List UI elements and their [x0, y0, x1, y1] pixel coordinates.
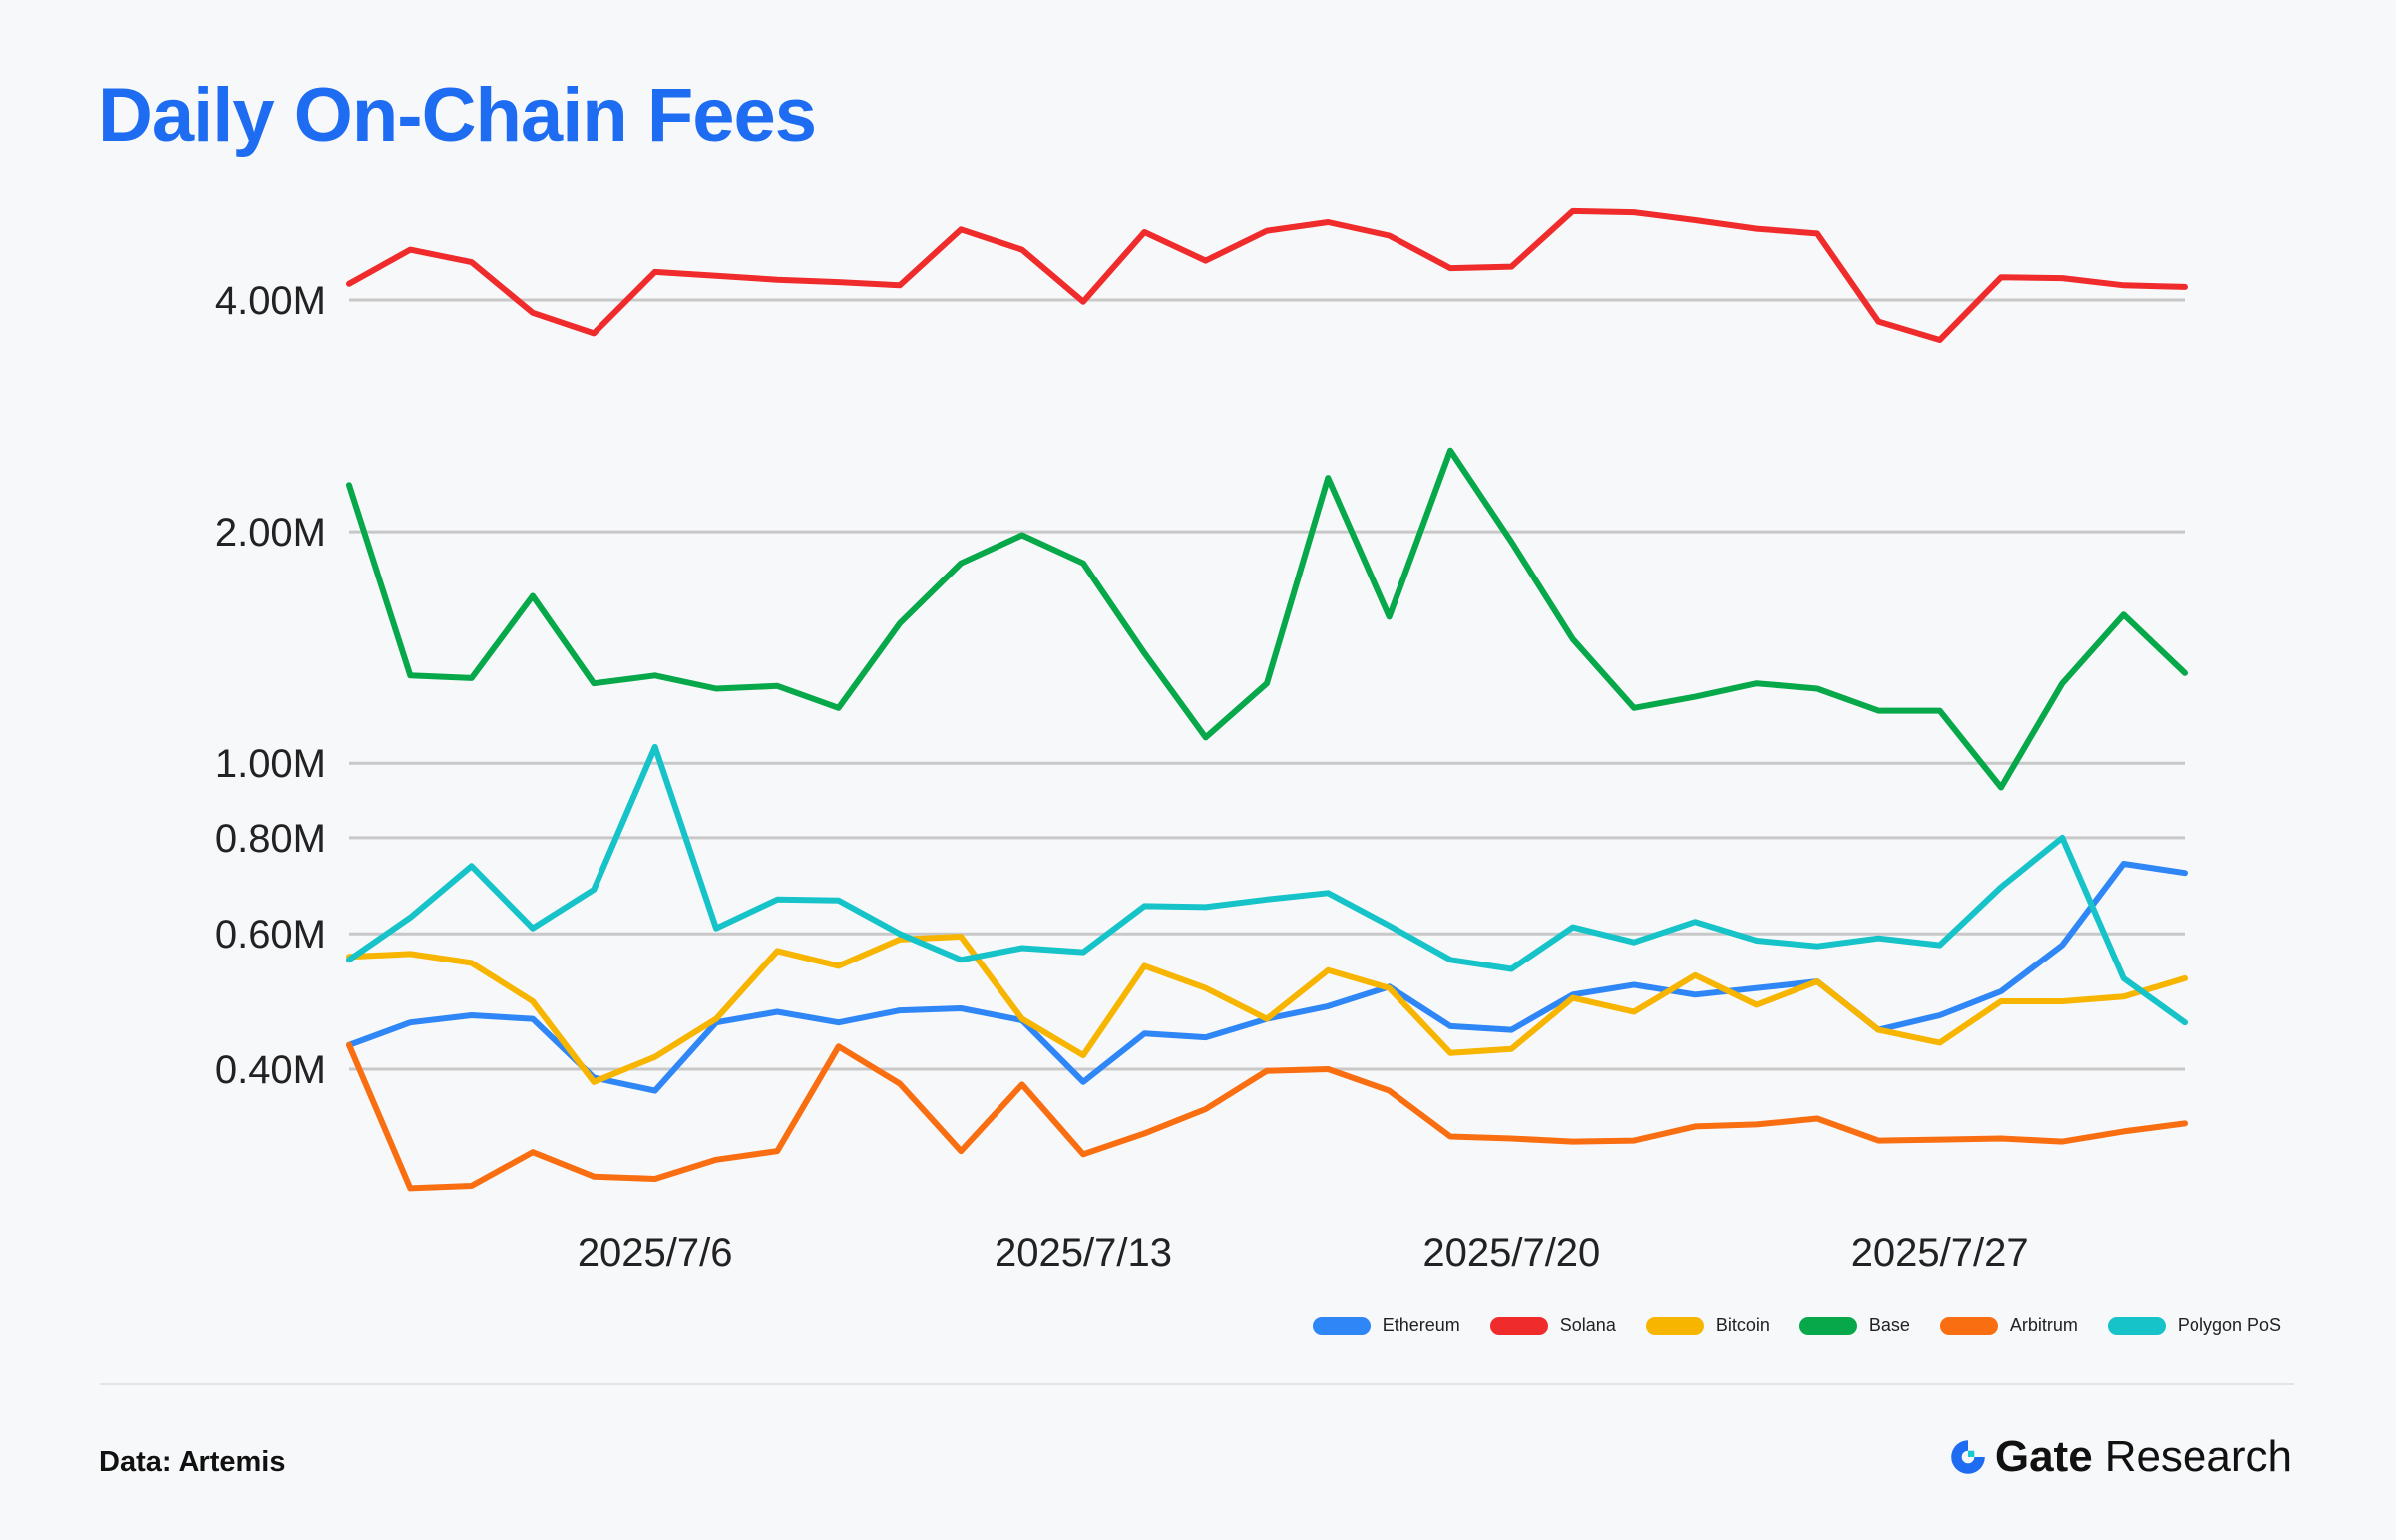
- y-tick-label: 0.60M: [215, 913, 326, 957]
- legend-swatch: [1489, 1316, 1548, 1335]
- y-axis-ticks: 0.40M 0.60M 0.80M 1.00M 2.00M 4.00M: [215, 279, 326, 1092]
- gate-logo-icon: [1951, 1440, 1985, 1474]
- gridlines: [349, 298, 2185, 1071]
- legend-swatch: [1798, 1316, 1857, 1335]
- chart-legend: Ethereum Solana Bitcoin Base Arbitrum Polygon…: [1312, 1315, 2281, 1336]
- brand-logo-group: Gate Research: [1947, 1432, 2292, 1482]
- chart-title: Daily On-Chain Fees: [98, 73, 817, 158]
- legend-label: Polygon PoS: [2177, 1315, 2281, 1335]
- legend-label: Base: [1868, 1315, 1910, 1335]
- legend-item-arbitrum: Arbitrum: [1939, 1315, 2078, 1336]
- y-tick-label: 0.80M: [215, 817, 326, 861]
- series-lines: [346, 207, 2188, 1192]
- legend-swatch: [1312, 1316, 1371, 1335]
- brand-name: Gate: [1994, 1432, 2093, 1481]
- legend-item-bitcoin: Bitcoin: [1645, 1315, 1770, 1336]
- footer-divider: [100, 1383, 2294, 1385]
- legend-label: Solana: [1559, 1315, 1616, 1335]
- legend-swatch: [2107, 1316, 2166, 1335]
- x-tick-label: 2025/7/6: [578, 1231, 733, 1275]
- legend-label: Arbitrum: [2009, 1315, 2078, 1335]
- x-tick-label: 2025/7/20: [1422, 1231, 1600, 1275]
- y-tick-label: 1.00M: [215, 742, 326, 786]
- y-tick-label: 4.00M: [215, 279, 326, 323]
- x-tick-label: 2025/7/13: [995, 1231, 1172, 1275]
- series-line-arbitrum: [346, 1041, 2188, 1192]
- series-line-solana: [346, 207, 2188, 343]
- brand-subtitle: Research: [2104, 1432, 2292, 1481]
- series-line-polygon-pos: [346, 743, 2188, 1026]
- legend-item-solana: Solana: [1489, 1315, 1616, 1336]
- legend-swatch: [1939, 1316, 1998, 1335]
- series-line-bitcoin: [346, 934, 2188, 1085]
- x-axis-ticks: 2025/7/6 2025/7/13 2025/7/20 2025/7/27: [578, 1231, 2029, 1275]
- x-tick-label: 2025/7/27: [1851, 1231, 2029, 1275]
- legend-label: Bitcoin: [1715, 1315, 1770, 1335]
- legend-swatch: [1645, 1316, 1704, 1335]
- legend-item-ethereum: Ethereum: [1312, 1315, 1460, 1336]
- legend-item-base: Base: [1798, 1315, 1910, 1336]
- data-source: Data: Artemis: [99, 1446, 286, 1478]
- series-line-base: [346, 447, 2188, 791]
- legend-label: Ethereum: [1382, 1315, 1460, 1335]
- y-tick-label: 2.00M: [215, 511, 326, 555]
- y-tick-label: 0.40M: [215, 1048, 326, 1092]
- legend-item-polygon-pos: Polygon PoS: [2107, 1315, 2281, 1336]
